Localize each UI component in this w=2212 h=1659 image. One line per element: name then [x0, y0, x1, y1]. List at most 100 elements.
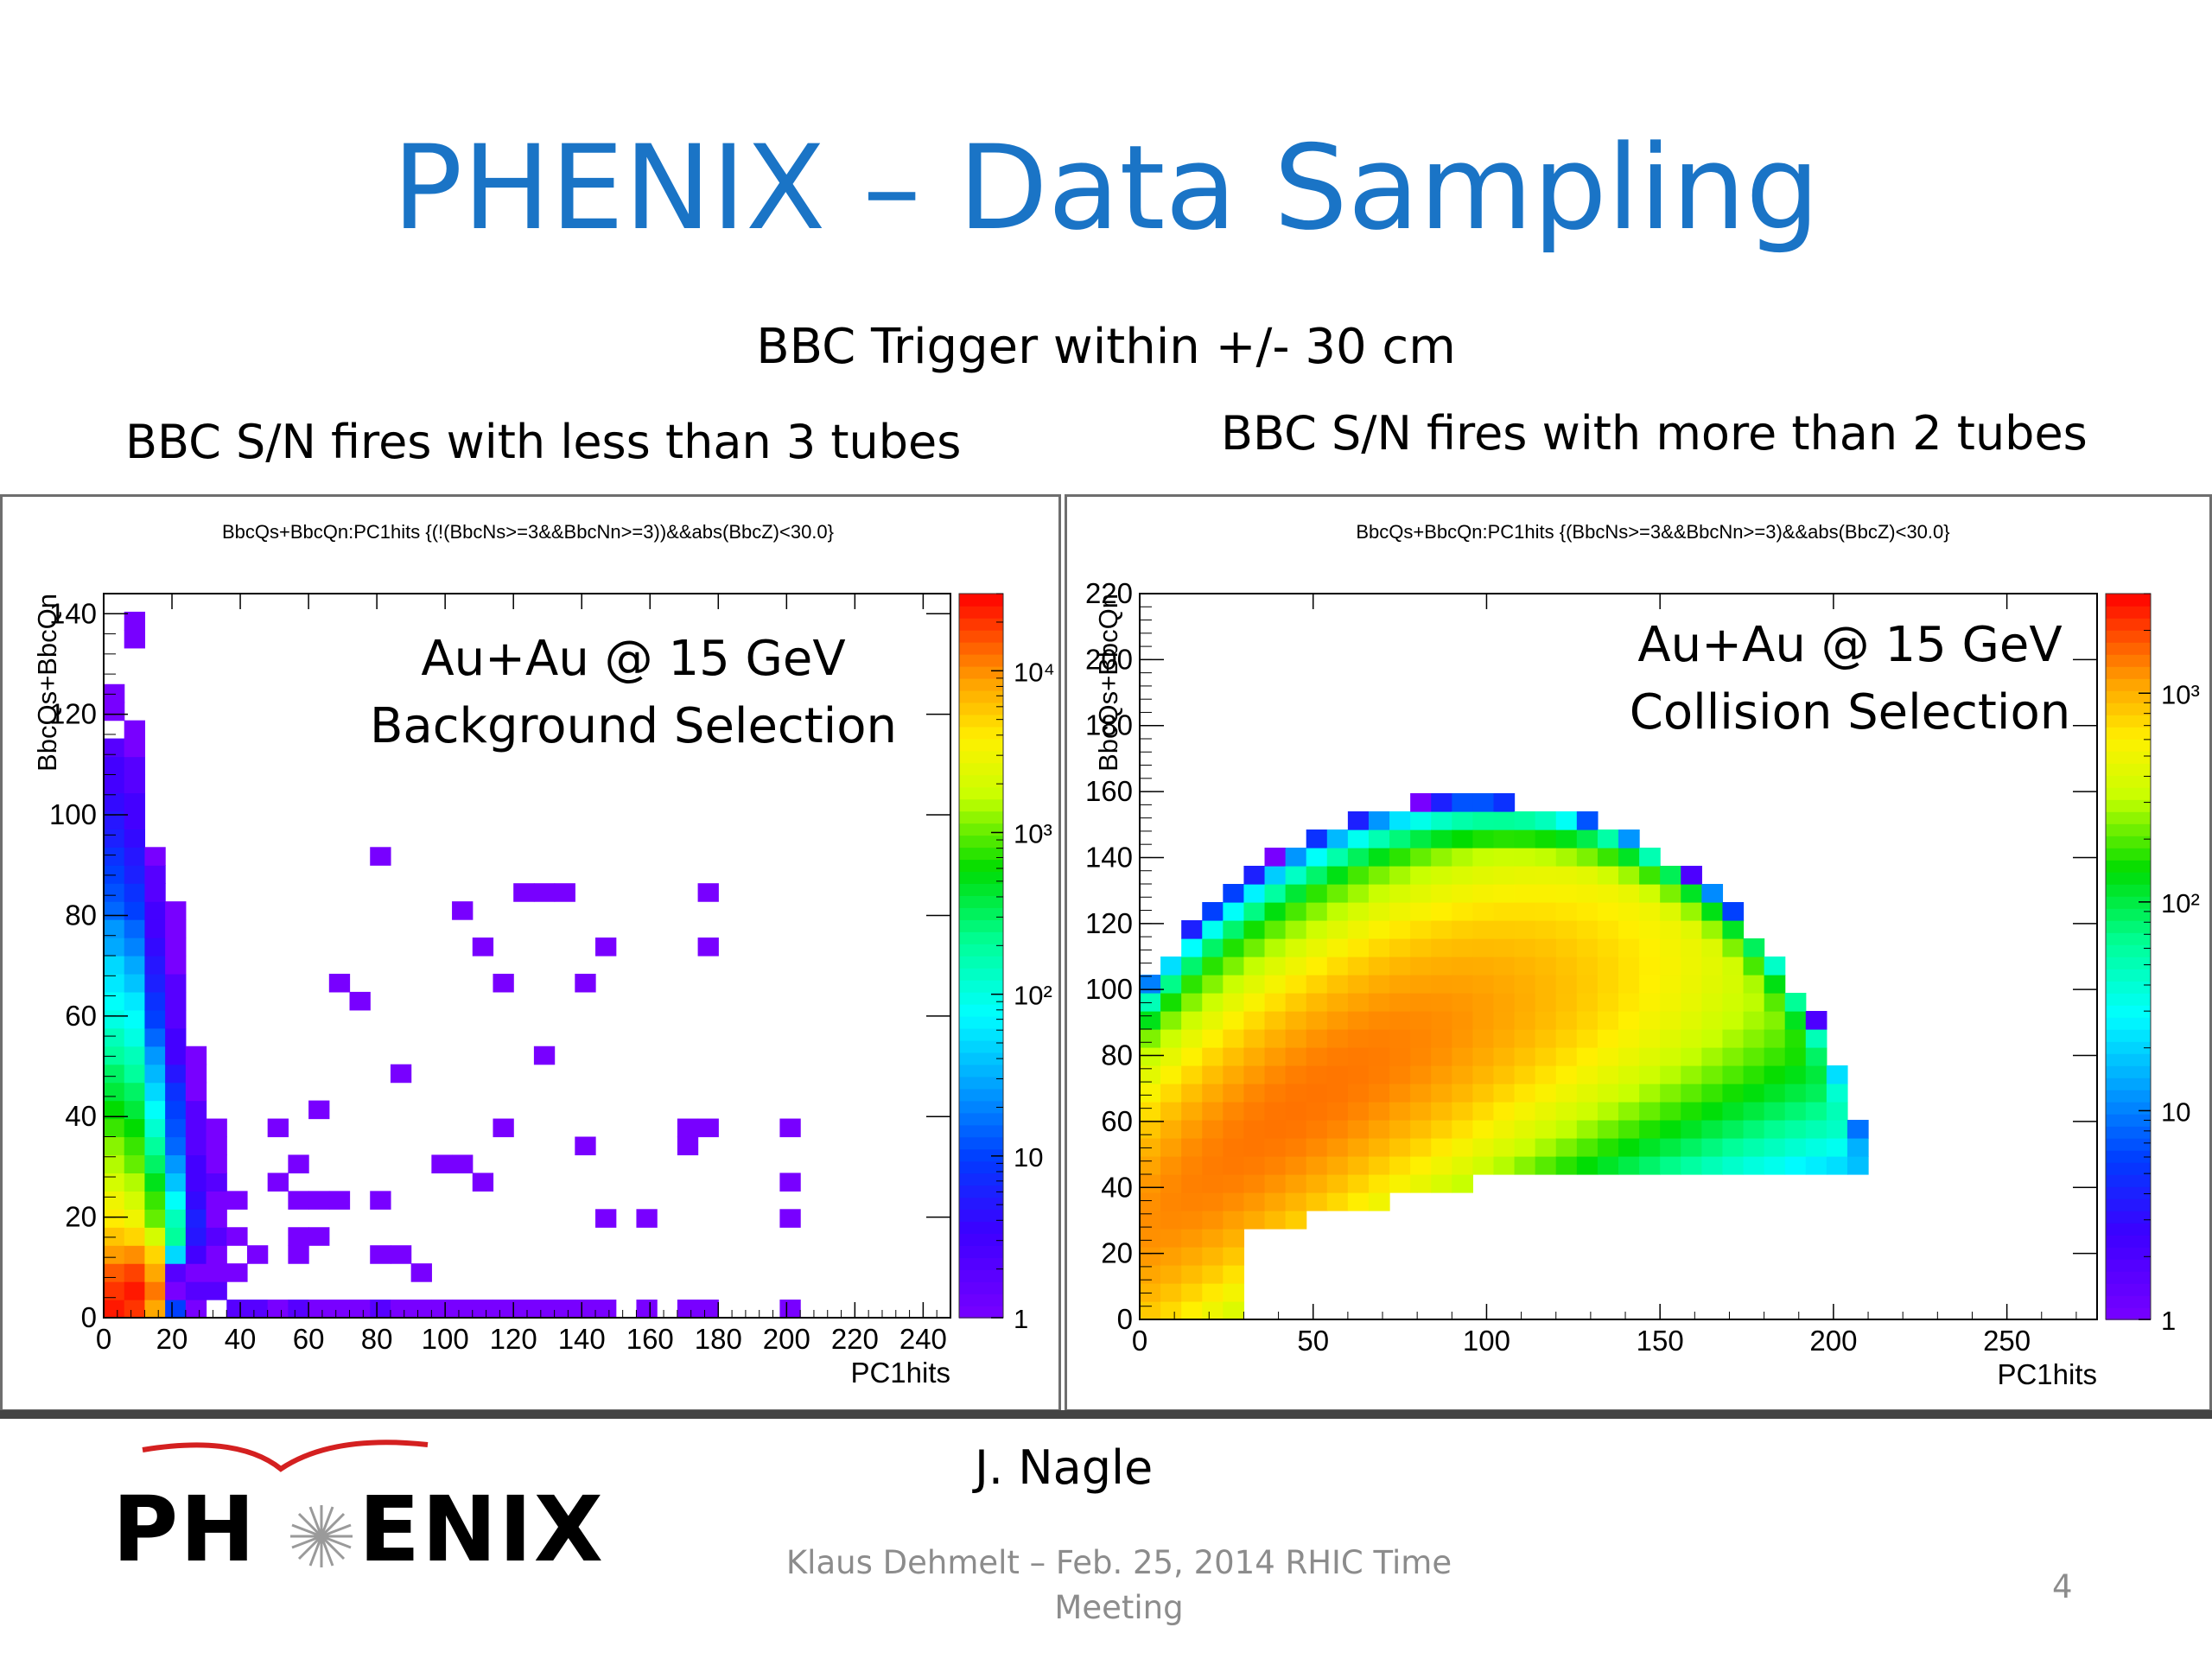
- h0-color-scale-step: [959, 690, 1003, 703]
- h1-bin: [1743, 1011, 1765, 1030]
- h1-bin: [1306, 1065, 1328, 1084]
- h1-bin: [1410, 938, 1432, 957]
- h1-bin: [1555, 1138, 1578, 1157]
- h0-bin: [144, 901, 166, 920]
- h0-bin: [308, 1227, 330, 1246]
- h0-bin: [104, 1154, 125, 1173]
- h1-bin: [1389, 1011, 1411, 1030]
- h1-bin: [1555, 1029, 1578, 1048]
- h1-bin: [1368, 975, 1390, 994]
- h1-bin: [1660, 1156, 1681, 1175]
- h1-bin: [1452, 848, 1473, 867]
- h1-bin: [1347, 884, 1370, 903]
- h1-bin: [1264, 1138, 1287, 1157]
- h1-bin: [1368, 1120, 1390, 1139]
- h0-bin: [165, 1064, 187, 1084]
- h1-bin: [1431, 793, 1452, 812]
- h0-color-scale-step: [959, 1197, 1003, 1211]
- h1-color-scale-step: [2106, 1138, 2151, 1151]
- h1-bin: [1555, 957, 1578, 976]
- h1-bin: [1223, 1047, 1245, 1066]
- h1-bin: [1285, 1084, 1307, 1103]
- h0-bin: [104, 1082, 125, 1102]
- h1-bin: [1243, 1029, 1266, 1048]
- h1-bin: [1472, 938, 1495, 957]
- h1-bin: [1389, 1047, 1411, 1066]
- h1-bin: [1722, 1029, 1745, 1048]
- h0-bin: [165, 1009, 187, 1029]
- h1-bin: [1472, 866, 1495, 885]
- h1-bin: [1535, 1065, 1557, 1084]
- h0-bin: [308, 1100, 330, 1120]
- h0-bin: [124, 1209, 146, 1228]
- h1-bin: [1452, 1029, 1473, 1048]
- h1-color-scale-step: [2106, 1198, 2151, 1211]
- h1-bin: [1202, 957, 1224, 976]
- h1-bin: [1514, 1156, 1536, 1175]
- h1-bin: [1306, 848, 1328, 867]
- h1-bin: [1472, 975, 1495, 994]
- h1-bin: [1597, 1011, 1619, 1030]
- h1-bin: [1472, 1029, 1495, 1048]
- h1-bin: [1243, 884, 1266, 903]
- h1-bin: [1514, 884, 1536, 903]
- h0-bin: [165, 1136, 187, 1156]
- h1-bin: [1743, 1156, 1765, 1175]
- h1-color-scale-step: [2106, 1162, 2151, 1175]
- h1-bin: [1431, 1084, 1452, 1103]
- h0-bin: [390, 1300, 412, 1319]
- h1-color-scale-step: [2106, 690, 2151, 703]
- h1-bin: [1306, 1011, 1328, 1030]
- h0-bin: [124, 1009, 146, 1029]
- h0-color-scale-step: [959, 1015, 1003, 1029]
- h1-bin: [1264, 1120, 1287, 1139]
- h1-bin: [1160, 1192, 1182, 1211]
- h1-bin: [1160, 1084, 1182, 1103]
- h1-bin: [1576, 1156, 1599, 1175]
- h0-color-scale-step: [959, 1233, 1003, 1246]
- h1-bin: [1181, 1211, 1203, 1230]
- h1-bin: [1555, 1011, 1578, 1030]
- h0-bin: [575, 1136, 596, 1156]
- h1-bin: [1347, 902, 1370, 921]
- h1-bin: [1597, 920, 1619, 939]
- h1-bin: [1639, 1011, 1661, 1030]
- h1-bin: [1368, 957, 1390, 976]
- h1-bin: [1784, 1156, 1807, 1175]
- h0-bin: [165, 956, 187, 975]
- h1-bin: [1202, 1065, 1224, 1084]
- h1-color-scale-step: [2106, 981, 2151, 994]
- h0-color-scale-step: [959, 1294, 1003, 1306]
- h1-color-scale-step: [2106, 678, 2151, 691]
- h1-bin: [1181, 1011, 1203, 1030]
- h1-bin: [1597, 1065, 1619, 1084]
- h1-bin: [1202, 975, 1224, 994]
- h1-bin: [1452, 957, 1473, 976]
- h1-bin: [1639, 866, 1661, 885]
- h0-color-scale-step: [959, 653, 1003, 667]
- h0-bin: [104, 865, 125, 884]
- h0-color-scale-step: [959, 774, 1003, 788]
- h0-bin: [124, 1281, 146, 1300]
- h1-bin: [1535, 902, 1557, 921]
- h1-bin: [1264, 957, 1287, 976]
- h1-bin: [1140, 993, 1161, 1012]
- h1-bin: [1306, 1047, 1328, 1066]
- h1-bin: [1660, 866, 1681, 885]
- h1-color-scale-step: [2106, 1271, 2151, 1284]
- h1-bin: [1743, 1029, 1765, 1048]
- h0-bin: [206, 1263, 227, 1282]
- h0-bin: [144, 919, 166, 938]
- h1-bin: [1472, 884, 1495, 903]
- h1-bin: [1368, 1011, 1390, 1030]
- h1-bin: [1743, 957, 1765, 976]
- h1-color-scale-step: [2106, 957, 2151, 969]
- h0-color-scale-step: [959, 810, 1003, 824]
- h1-bin: [1514, 1138, 1536, 1157]
- h0-bin: [104, 938, 125, 957]
- h0-bin: [779, 1173, 801, 1192]
- h1-bin: [1764, 1065, 1786, 1084]
- h0-color-scale-step: [959, 629, 1003, 643]
- h1-bin: [1576, 848, 1599, 867]
- h0-color-scale-step: [959, 944, 1003, 957]
